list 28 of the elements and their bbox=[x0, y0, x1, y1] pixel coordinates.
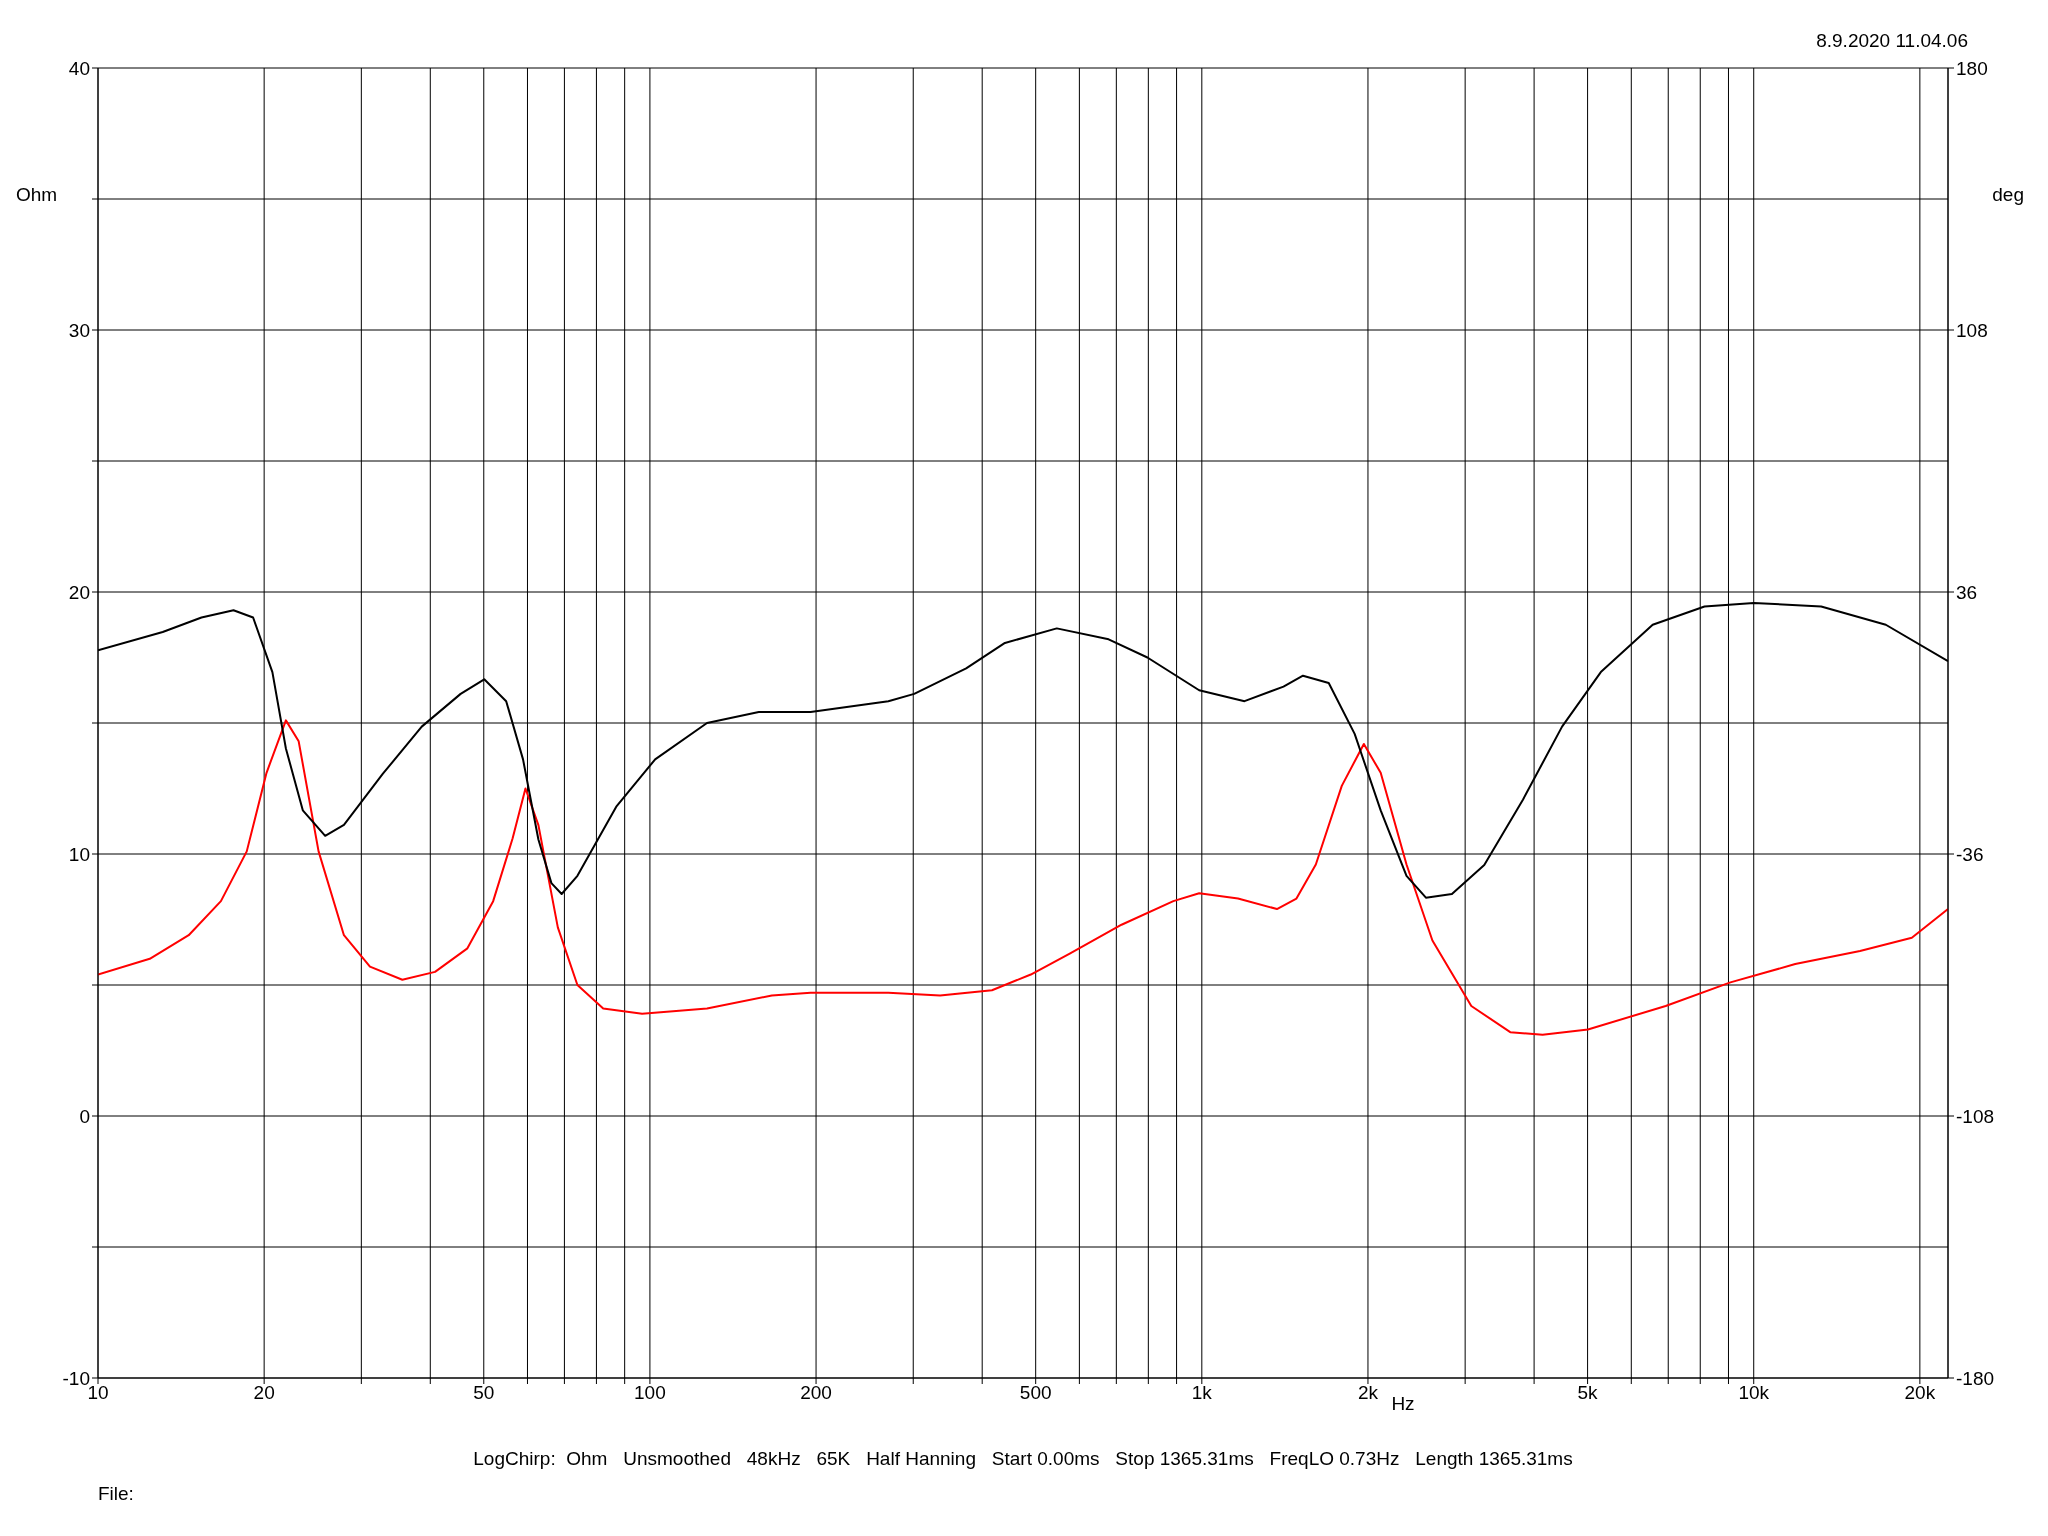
y-tick-label: 0 bbox=[79, 1105, 90, 1127]
y-tick-label: -10 bbox=[62, 1367, 90, 1389]
x-tick-label: 20 bbox=[253, 1382, 275, 1404]
y2-tick-label: -36 bbox=[1956, 843, 1984, 865]
y2-tick-label: 180 bbox=[1956, 57, 1988, 79]
x-tick-label: 2k bbox=[1357, 1382, 1379, 1404]
y2-tick-label: -108 bbox=[1956, 1105, 1995, 1127]
y-tick-label: 40 bbox=[68, 57, 90, 79]
y-axis-title: Ohm bbox=[16, 184, 58, 206]
text: LogChirp: Ohm Unsmoothed 48kHz 65K Half Hanning Start 0.00ms Stop 1365.31ms FreqLO 0.73Hz Length 1365.31ms bbox=[472, 1448, 1574, 1470]
y2-tick-label: 36 bbox=[1956, 581, 1978, 603]
y-tick-label: 20 bbox=[68, 581, 90, 603]
x-tick-label: 50 bbox=[473, 1382, 495, 1404]
x-tick-label: 500 bbox=[1019, 1382, 1052, 1404]
y-tick-label: 30 bbox=[68, 319, 90, 341]
y2-axis-title: deg bbox=[1992, 184, 2024, 206]
y2-tick-label: 108 bbox=[1956, 319, 1988, 341]
text: 8.9.2020 11.04.06 bbox=[1816, 30, 1968, 52]
x-tick-label: 1k bbox=[1191, 1382, 1213, 1404]
y2-tick-label: -180 bbox=[1956, 1367, 1995, 1389]
x-tick-label: 200 bbox=[800, 1382, 832, 1404]
x-tick-label: 100 bbox=[634, 1382, 666, 1404]
x-axis-title: Hz bbox=[1391, 1393, 1415, 1414]
y-tick-label: 10 bbox=[68, 843, 90, 865]
x-tick-label: 20k bbox=[1904, 1382, 1936, 1404]
x-tick-label: 5k bbox=[1577, 1382, 1599, 1404]
text: File: bbox=[98, 1483, 134, 1505]
x-tick-label: 10k bbox=[1738, 1382, 1770, 1404]
